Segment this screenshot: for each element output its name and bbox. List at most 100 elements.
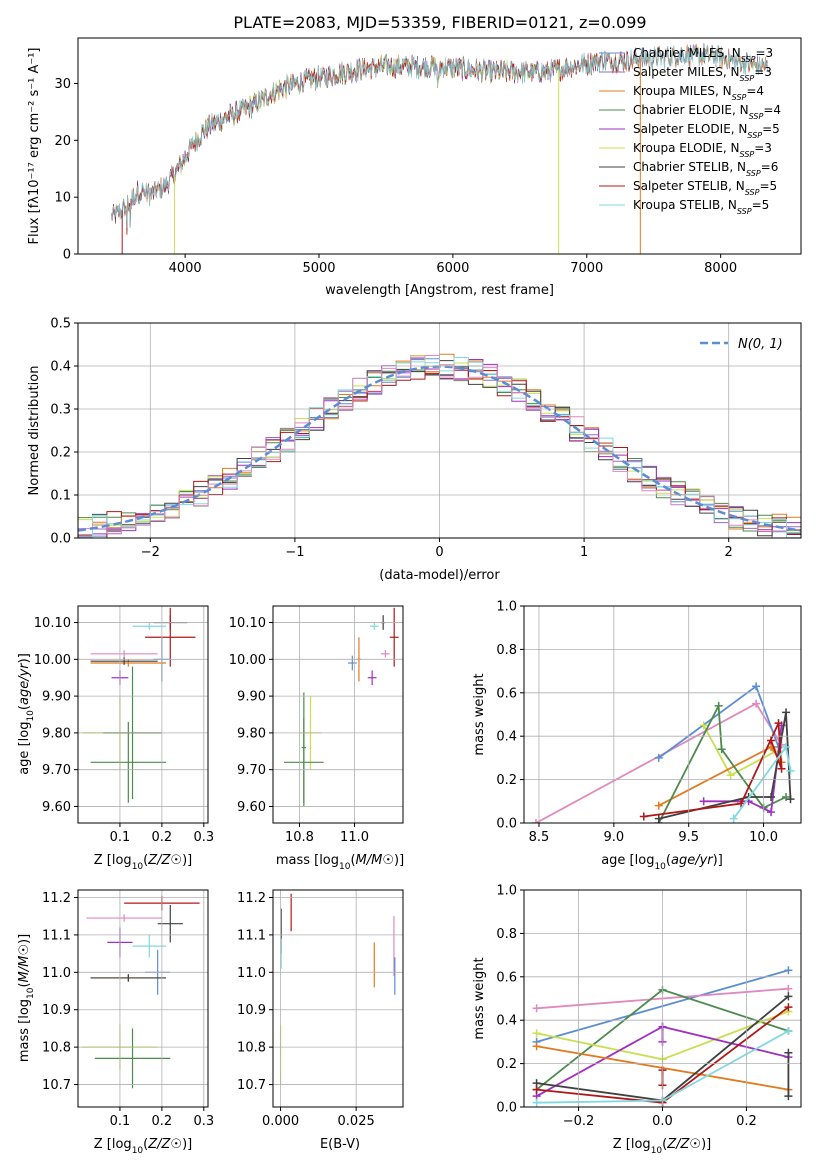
label-part: mass [log [17, 999, 32, 1062]
legend-text: Chabrier ELODIE, N [633, 103, 749, 117]
axes-frame [272, 889, 404, 1108]
y-tick-label: 0.4 [496, 730, 517, 745]
y-tick-label: 9.60 [237, 800, 266, 815]
x-tick-label: −1 [285, 545, 304, 560]
weight-marker [699, 797, 708, 806]
x-axis-label: Z [log10(Z/Z☉)] [94, 853, 192, 872]
y-tick-label: 10.10 [229, 616, 266, 631]
y-tick-label: 10.00 [34, 653, 71, 668]
y-axis-label: Normed distribution [27, 366, 42, 496]
label-part: Z/Z☉ [666, 1137, 701, 1152]
label-part: ( [143, 853, 148, 868]
weight-marker [532, 1004, 541, 1013]
errorbar-point [347, 655, 357, 671]
x-tick-label: 0 [435, 545, 443, 560]
weight-marker [782, 708, 791, 717]
legend-sub: SSP [740, 74, 755, 83]
errorbar-point [369, 622, 379, 630]
spectrum-series [171, 56, 559, 185]
label-part: age [log [601, 853, 654, 868]
weight-marker [784, 992, 793, 1001]
label-part: age/yr [671, 853, 714, 868]
y-axis-label: Flux [fλ10⁻¹⁷ erg cm⁻² s⁻¹ A⁻¹] [27, 48, 42, 245]
y-tick-label: 11.0 [42, 966, 71, 981]
plot-area [111, 43, 768, 254]
x-tick-label: 8000 [704, 261, 737, 276]
weight-marker [639, 812, 648, 821]
legend-text: =5 [752, 198, 770, 212]
y-tick-label: 1.0 [496, 600, 517, 615]
label-part: age/yr [17, 662, 32, 705]
x-axis-label: E(B-V) [320, 1137, 360, 1152]
y-tick-label: 0.8 [496, 927, 517, 942]
plot-area [531, 682, 795, 823]
y-tick-label: 30 [54, 77, 71, 92]
weight-marker [784, 1027, 793, 1036]
errorbar-point [94, 1028, 171, 1089]
x-axis-label: mass [log10(M/M☉)] [276, 853, 404, 872]
x-tick-label: 0.1 [110, 830, 131, 845]
x-tick-label: 0.000 [262, 1114, 299, 1129]
label-part: ( [143, 1137, 148, 1152]
axes-spectrum: 4000 5000 6000 7000 8000 0 10 20 30 Chabrier MILE… [27, 37, 802, 298]
weight-marker [714, 701, 723, 710]
legend-text: =3 [754, 65, 772, 79]
label-part: 10 [654, 862, 666, 872]
y-tick-label: 10.10 [34, 616, 71, 631]
weight-marker [654, 814, 663, 823]
axes-frame [77, 889, 209, 1108]
x-tick-label: 5000 [302, 261, 335, 276]
axes-z_weight: −0.2 0.0 0.2 0.0 0.2 0.4 0.6 0.8 1.0 mass weight Z… [472, 884, 802, 1156]
y-tick-label: 0 [63, 248, 71, 263]
x-tick-label: 0.2 [736, 1114, 757, 1129]
y-tick-label: 10.7 [237, 1078, 266, 1093]
label-part: Z [log [94, 853, 132, 868]
weight-marker [729, 814, 738, 823]
weight-series [729, 743, 795, 823]
axes-mass_age: 10.8 11.0 9.60 9.70 9.80 9.90 10.00 10.10 mass [… [229, 605, 404, 872]
x-tick-label: 10.0 [749, 830, 778, 845]
figure-title: PLATE=2083, MJD=53359, FIBERID=0121, z=0… [233, 13, 646, 32]
errorbar-point [380, 650, 390, 658]
y-tick-label: 9.60 [42, 800, 71, 815]
label-part: 10 [26, 710, 36, 722]
y-tick-label: 0.3 [50, 403, 71, 418]
label-part: mass [log [276, 853, 339, 868]
weight-marker [767, 736, 776, 745]
errorbar-point [86, 914, 162, 922]
legend-text: Kroupa ELODIE, N [633, 141, 740, 155]
weight-marker [767, 808, 776, 817]
weight-marker [752, 699, 761, 708]
errorbar-point [90, 650, 158, 658]
label-part: ( [662, 1137, 667, 1152]
y-tick-label: 0.4 [50, 360, 71, 375]
weight-marker [752, 682, 761, 691]
legend-text: =5 [762, 122, 780, 136]
legend-label: Chabrier ELODIE, NSSP=4 [633, 103, 781, 121]
errorbar-point [132, 622, 167, 630]
legend-text: =6 [761, 160, 779, 174]
x-tick-label: 8.5 [529, 830, 550, 845]
axes-frame [272, 605, 404, 824]
y-tick-label: 9.80 [42, 726, 71, 741]
axes-z_age: 0.1 0.2 0.3 9.60 9.70 9.80 9.90 10.00 10.10 Z [lo… [17, 605, 214, 872]
y-tick-label: 11.2 [237, 891, 266, 906]
y-tick-label: 0.8 [496, 643, 517, 658]
legend-label: N(0, 1) [738, 337, 783, 352]
y-tick-label: 9.90 [42, 690, 71, 705]
legend-sub: SSP [740, 150, 755, 159]
legend-text: Chabrier STELIB, N [633, 160, 746, 174]
legend-text: Salpeter STELIB, N [633, 179, 745, 193]
y-tick-label: 10 [54, 191, 71, 206]
y-tick-label: 0.6 [496, 970, 517, 985]
legend-sub: SSP [747, 131, 762, 140]
label-part: Z [log [94, 1137, 132, 1152]
weight-marker [532, 1029, 541, 1038]
legend-text: =3 [754, 141, 772, 155]
legend-sub: SSP [746, 169, 761, 178]
y-tick-label: 0.2 [496, 773, 517, 788]
y-tick-label: 0.6 [496, 686, 517, 701]
label-part: )] [701, 1137, 711, 1152]
weight-marker [531, 819, 540, 823]
x-tick-label: 9.5 [678, 830, 699, 845]
